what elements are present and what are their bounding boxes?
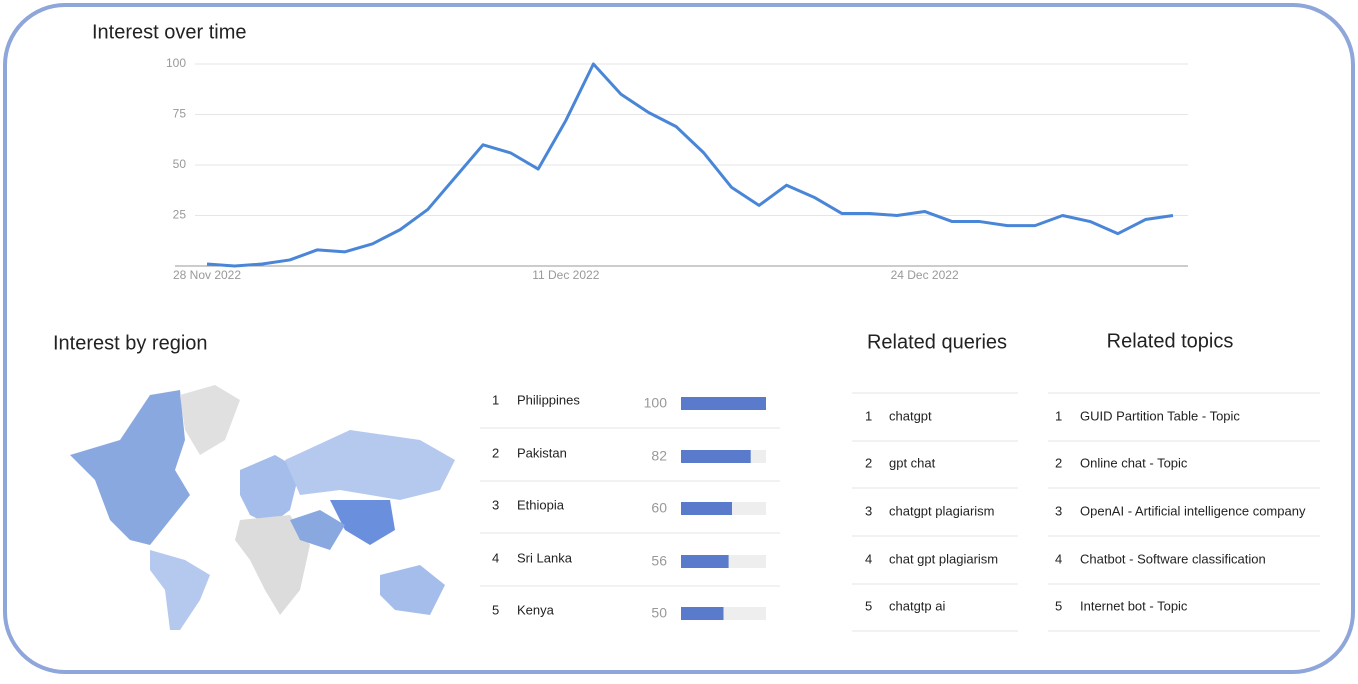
region-value: 50 bbox=[651, 605, 667, 621]
item-text: chatgtp ai bbox=[889, 598, 945, 613]
rank: 4 bbox=[865, 551, 872, 566]
region-value: 82 bbox=[651, 448, 667, 464]
bar bbox=[681, 450, 751, 463]
rank: 5 bbox=[865, 598, 872, 613]
topics-title: Related topics bbox=[1107, 330, 1234, 352]
rank: 3 bbox=[1055, 503, 1062, 518]
item-text: gpt chat bbox=[889, 455, 936, 470]
x-tick-label: 11 Dec 2022 bbox=[532, 268, 599, 282]
item-text: GUID Partition Table - Topic bbox=[1080, 408, 1240, 423]
rank: 2 bbox=[492, 445, 499, 460]
y-tick-label: 75 bbox=[173, 107, 187, 121]
rank: 5 bbox=[492, 602, 499, 617]
queries-title: Related queries bbox=[867, 331, 1007, 353]
y-tick-label: 25 bbox=[173, 208, 187, 222]
rank: 3 bbox=[865, 503, 872, 518]
bar bbox=[681, 607, 724, 620]
region-name: Sri Lanka bbox=[517, 550, 573, 565]
region-value: 56 bbox=[651, 553, 667, 569]
region-name: Kenya bbox=[517, 602, 555, 617]
rank: 4 bbox=[1055, 551, 1062, 566]
item-text: Online chat - Topic bbox=[1080, 455, 1188, 470]
item-text: chat gpt plagiarism bbox=[889, 551, 998, 566]
rank: 4 bbox=[492, 550, 499, 565]
item-text: Chatbot - Software classification bbox=[1080, 551, 1266, 566]
rank: 5 bbox=[1055, 598, 1062, 613]
rank: 2 bbox=[1055, 455, 1062, 470]
y-tick-label: 50 bbox=[173, 157, 187, 171]
bar bbox=[681, 397, 766, 410]
bar bbox=[681, 502, 732, 515]
region-name: Ethiopia bbox=[517, 497, 565, 512]
rank: 1 bbox=[865, 408, 872, 423]
region-name: Pakistan bbox=[517, 445, 567, 460]
world-map bbox=[70, 385, 455, 630]
region-value: 60 bbox=[651, 500, 667, 516]
rank: 1 bbox=[492, 392, 499, 407]
y-tick-label: 100 bbox=[166, 56, 186, 70]
region-title: Interest by region bbox=[53, 332, 208, 354]
region-value: 100 bbox=[644, 395, 668, 411]
item-text: Internet bot - Topic bbox=[1080, 598, 1188, 613]
rank: 1 bbox=[1055, 408, 1062, 423]
item-text: chatgpt plagiarism bbox=[889, 503, 995, 518]
x-tick-label: 24 Dec 2022 bbox=[891, 268, 959, 282]
item-text: chatgpt bbox=[889, 408, 932, 423]
item-text: OpenAI - Artificial intelligence company bbox=[1080, 503, 1306, 518]
rank: 2 bbox=[865, 455, 872, 470]
bar bbox=[681, 555, 729, 568]
chart-title: Interest over time bbox=[92, 21, 247, 43]
rank: 3 bbox=[492, 497, 499, 512]
region-name: Philippines bbox=[517, 392, 580, 407]
x-tick-label: 28 Nov 2022 bbox=[173, 268, 241, 282]
line-series bbox=[206, 62, 1174, 268]
